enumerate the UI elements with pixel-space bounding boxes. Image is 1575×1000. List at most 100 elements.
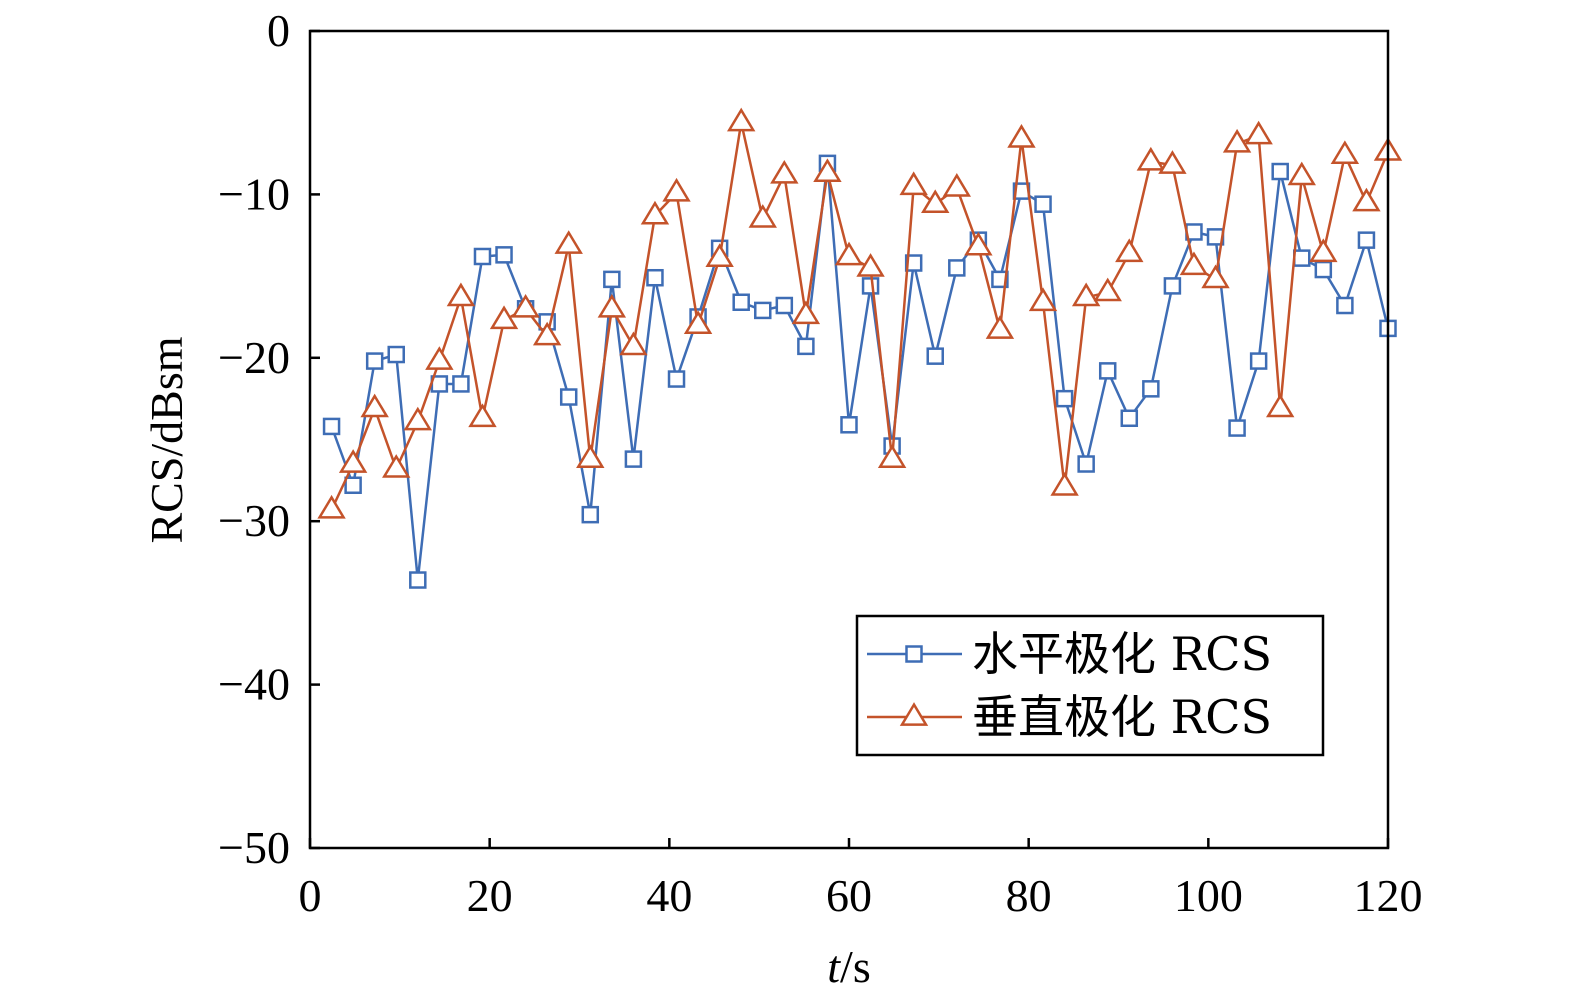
data-point-marker — [1222, 128, 1252, 153]
data-point-marker — [856, 253, 885, 277]
data-point-marker — [948, 259, 966, 277]
data-point-marker — [662, 177, 691, 202]
x-tick-label: 0 — [299, 870, 322, 921]
series-line — [330, 121, 1390, 511]
data-point-marker — [877, 444, 907, 468]
data-point-marker — [770, 159, 799, 184]
data-point-marker — [603, 270, 621, 289]
data-point-marker — [1050, 472, 1079, 496]
x-axis-label: t/s — [827, 941, 870, 992]
legend-box — [855, 614, 1325, 757]
legend-items — [867, 645, 962, 726]
data-point-marker — [921, 189, 950, 214]
data-point-marker — [619, 331, 648, 356]
data-point-marker — [1120, 409, 1139, 428]
x-tick-label: 20 — [467, 870, 513, 921]
data-point-marker — [985, 315, 1015, 339]
x-tick-label: 60 — [826, 870, 872, 921]
data-point-marker — [1244, 120, 1273, 145]
data-point-marker — [1249, 352, 1268, 370]
data-point-marker — [1228, 419, 1246, 437]
x-axis-label-italic: t — [827, 941, 841, 992]
data-point-marker — [964, 231, 993, 256]
legend-label-vertical: 垂直极化 RCS — [972, 690, 1272, 744]
data-point-marker — [1093, 277, 1122, 302]
data-point-marker — [1179, 251, 1209, 276]
data-point-marker — [425, 346, 454, 370]
data-point-marker — [1271, 162, 1289, 181]
y-axis-label: RCS/dBsm — [141, 336, 192, 543]
data-point-marker — [365, 352, 384, 370]
data-point-marker — [1314, 260, 1333, 279]
data-point-marker — [576, 444, 605, 468]
data-point-marker — [754, 301, 772, 320]
data-point-marker — [1028, 287, 1058, 312]
data-point-marker — [382, 454, 411, 478]
series-horizontal — [322, 154, 1397, 589]
data-point-marker — [667, 370, 686, 388]
data-point-marker — [726, 107, 756, 132]
x-tick-label: 120 — [1354, 870, 1423, 921]
data-point-marker — [473, 247, 492, 266]
data-point-marker — [495, 246, 513, 264]
data-point-marker — [511, 293, 540, 318]
data-point-marker — [559, 388, 578, 406]
x-tick-label: 100 — [1174, 870, 1243, 921]
y-tick-label: −10 — [218, 168, 290, 219]
data-point-marker — [360, 393, 389, 418]
axis-ticks: 0 20 40 60 80 100 120 0 −10 −20 −30 −40 −50 — [218, 5, 1422, 921]
y-tick-label: −20 — [218, 332, 290, 383]
data-point-marker — [813, 158, 842, 183]
data-point-marker — [942, 173, 972, 197]
data-point-marker — [581, 505, 600, 524]
data-point-marker — [1293, 249, 1311, 267]
data-point-marker — [991, 270, 1009, 289]
data-point-marker — [597, 293, 627, 318]
data-point-marker — [317, 494, 346, 519]
data-point-marker — [683, 310, 713, 334]
data-point-marker — [1309, 238, 1338, 263]
data-point-marker — [1265, 393, 1295, 418]
data-point-marker — [387, 345, 405, 364]
data-point-marker — [1077, 455, 1095, 473]
data-point-marker — [338, 449, 368, 473]
data-point-marker — [748, 204, 777, 228]
data-point-marker — [1142, 380, 1160, 398]
series-line — [330, 162, 1390, 582]
legend-marker-sample — [899, 702, 929, 726]
y-tick-label: −50 — [218, 822, 290, 873]
data-point-marker — [452, 375, 470, 393]
data-point-marker — [1055, 389, 1074, 408]
data-point-marker — [468, 403, 497, 428]
data-point-marker — [797, 337, 815, 356]
y-tick-label: −40 — [218, 659, 290, 710]
data-point-marker — [926, 347, 944, 365]
data-point-marker — [646, 268, 664, 287]
data-point-marker — [1007, 124, 1036, 148]
data-point-marker — [532, 321, 562, 346]
y-tick-label: 0 — [267, 5, 290, 56]
legend-label-horizontal: 水平极化 RCS — [972, 627, 1272, 681]
data-point-marker — [554, 230, 583, 254]
data-point-marker — [489, 305, 519, 330]
data-point-marker — [1163, 277, 1182, 295]
data-point-marker — [1098, 362, 1117, 380]
data-point-marker — [861, 277, 880, 295]
data-point-marker — [1352, 187, 1381, 212]
data-point-marker — [834, 241, 864, 266]
data-point-marker — [640, 200, 670, 225]
data-point-marker — [904, 254, 923, 272]
x-tick-label: 40 — [646, 870, 692, 921]
y-tick-label: −30 — [218, 495, 290, 546]
series-vertical — [317, 107, 1403, 519]
data-point-marker — [1115, 238, 1144, 263]
data-point-marker — [899, 171, 928, 196]
data-point-marker — [409, 571, 427, 589]
data-point-marker — [1136, 146, 1166, 171]
data-point-marker — [344, 476, 362, 495]
x-axis-label-unit: /s — [840, 941, 871, 992]
data-point-marker — [1071, 282, 1101, 307]
data-point-marker — [1201, 264, 1230, 289]
